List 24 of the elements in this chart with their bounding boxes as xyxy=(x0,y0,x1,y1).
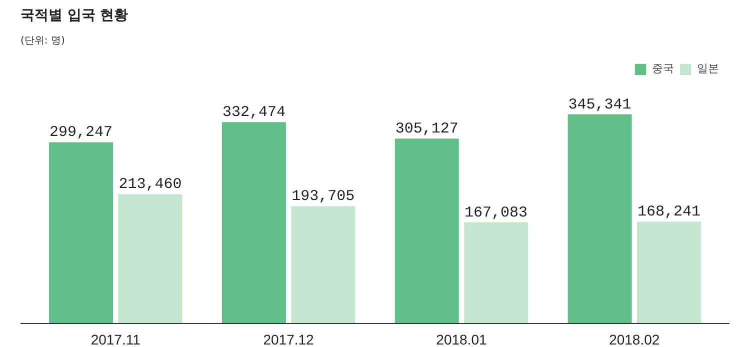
bar xyxy=(222,122,286,324)
bar xyxy=(636,222,701,324)
legend-label: 중국 xyxy=(652,61,674,76)
data-label: 213,460 xyxy=(118,176,182,194)
chart-subtitle: (단위: 명) xyxy=(20,36,65,46)
data-label: 193,705 xyxy=(292,188,355,206)
bar xyxy=(291,206,356,324)
data-label: 168,241 xyxy=(637,204,700,221)
bar xyxy=(568,114,632,324)
x-tick-label: 2017.11 xyxy=(90,332,141,347)
data-label: 305,127 xyxy=(395,120,458,138)
chart-title: 국적별 입국 현황 xyxy=(20,8,128,24)
bar xyxy=(118,194,182,324)
data-label: 345,341 xyxy=(568,96,632,114)
data-label: 332,474 xyxy=(222,104,286,122)
legend-label: 일본 xyxy=(697,61,719,76)
x-tick-label: 2018.02 xyxy=(609,332,660,347)
x-tick-label: 2017.12 xyxy=(263,332,314,347)
bar xyxy=(49,142,114,324)
bar xyxy=(394,138,459,324)
x-tick-label: 2018.01 xyxy=(436,332,487,347)
bar xyxy=(464,222,528,324)
data-label: 299,247 xyxy=(50,124,113,142)
data-label: 167,083 xyxy=(464,204,528,222)
